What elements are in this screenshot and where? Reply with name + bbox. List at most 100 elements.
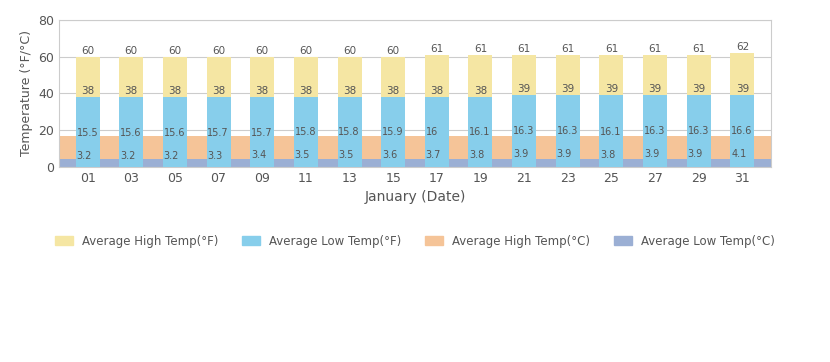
Text: 3.9: 3.9 xyxy=(513,150,528,159)
Text: 60: 60 xyxy=(387,46,400,56)
Bar xyxy=(76,57,100,167)
Text: 61: 61 xyxy=(692,44,705,54)
Text: 38: 38 xyxy=(474,86,487,96)
Bar xyxy=(686,55,710,167)
Text: 60: 60 xyxy=(256,46,269,56)
Text: 61: 61 xyxy=(648,44,662,54)
Bar xyxy=(338,57,362,167)
Text: 61: 61 xyxy=(605,44,618,54)
Bar xyxy=(425,55,449,167)
Text: 38: 38 xyxy=(343,86,356,96)
Bar xyxy=(294,57,318,167)
Bar xyxy=(250,57,274,167)
Bar xyxy=(59,136,771,167)
Bar xyxy=(512,55,536,167)
Text: 3.8: 3.8 xyxy=(600,150,616,160)
Text: 15.9: 15.9 xyxy=(382,127,403,137)
Bar xyxy=(381,57,405,167)
Text: 3.9: 3.9 xyxy=(557,150,572,159)
Text: 38: 38 xyxy=(387,86,400,96)
Bar xyxy=(556,95,580,167)
Text: 61: 61 xyxy=(430,44,443,54)
Text: 15.7: 15.7 xyxy=(251,127,273,138)
Text: 39: 39 xyxy=(561,84,574,94)
Text: 3.5: 3.5 xyxy=(295,150,310,160)
Text: 16.3: 16.3 xyxy=(513,126,535,136)
Bar xyxy=(207,97,231,167)
Text: 15.5: 15.5 xyxy=(76,128,98,138)
Text: 3.8: 3.8 xyxy=(469,150,485,160)
Bar xyxy=(207,57,231,167)
Text: 15.6: 15.6 xyxy=(164,128,185,138)
Bar xyxy=(556,55,580,167)
Text: 16.3: 16.3 xyxy=(687,126,709,136)
Text: 3.2: 3.2 xyxy=(76,151,92,161)
X-axis label: January (Date): January (Date) xyxy=(364,190,466,204)
Bar xyxy=(338,97,362,167)
Text: 60: 60 xyxy=(124,46,138,56)
Text: 38: 38 xyxy=(81,86,95,96)
Bar xyxy=(599,95,623,167)
Text: 15.6: 15.6 xyxy=(120,128,142,138)
Text: 39: 39 xyxy=(517,84,530,94)
Bar xyxy=(730,53,754,167)
Text: 16.1: 16.1 xyxy=(469,127,491,137)
Text: 61: 61 xyxy=(561,44,574,54)
Text: 3.2: 3.2 xyxy=(164,151,179,161)
Y-axis label: Temperature (°F/°C): Temperature (°F/°C) xyxy=(20,30,33,156)
Bar xyxy=(730,95,754,167)
Bar xyxy=(686,95,710,167)
Bar xyxy=(599,55,623,167)
Bar xyxy=(468,97,492,167)
Bar xyxy=(512,95,536,167)
Text: 38: 38 xyxy=(212,86,225,96)
Text: 3.5: 3.5 xyxy=(339,150,354,160)
Text: 60: 60 xyxy=(343,46,356,56)
Bar xyxy=(425,97,449,167)
Text: 38: 38 xyxy=(168,86,182,96)
Bar xyxy=(59,159,771,167)
Text: 16.1: 16.1 xyxy=(600,127,622,137)
Text: 61: 61 xyxy=(517,44,530,54)
Text: 15.8: 15.8 xyxy=(295,127,316,137)
Text: 4.1: 4.1 xyxy=(731,149,746,159)
Text: 38: 38 xyxy=(124,86,138,96)
Text: 3.3: 3.3 xyxy=(208,151,222,160)
Text: 60: 60 xyxy=(168,46,182,56)
Text: 60: 60 xyxy=(300,46,312,56)
Text: 16: 16 xyxy=(426,127,438,137)
Legend: Average High Temp(°F), Average Low Temp(°F), Average High Temp(°C), Average Low : Average High Temp(°F), Average Low Temp(… xyxy=(49,229,781,253)
Text: 38: 38 xyxy=(256,86,269,96)
Bar xyxy=(468,55,492,167)
Bar xyxy=(294,97,318,167)
Text: 39: 39 xyxy=(605,84,618,94)
Bar xyxy=(163,97,187,167)
Text: 16.6: 16.6 xyxy=(731,126,753,136)
Text: 3.2: 3.2 xyxy=(120,151,135,161)
Text: 60: 60 xyxy=(81,46,94,56)
Bar xyxy=(120,97,144,167)
Text: 60: 60 xyxy=(212,46,225,56)
Text: 16.3: 16.3 xyxy=(644,126,666,136)
Text: 3.9: 3.9 xyxy=(687,150,703,159)
Text: 3.9: 3.9 xyxy=(644,150,659,159)
Text: 38: 38 xyxy=(300,86,313,96)
Bar xyxy=(163,57,187,167)
Bar xyxy=(643,55,667,167)
Text: 39: 39 xyxy=(648,84,662,94)
Text: 3.4: 3.4 xyxy=(251,150,266,160)
Bar xyxy=(120,57,144,167)
Text: 39: 39 xyxy=(735,84,749,94)
Text: 15.7: 15.7 xyxy=(208,127,229,138)
Text: 3.6: 3.6 xyxy=(382,150,398,160)
Bar xyxy=(643,95,667,167)
Text: 39: 39 xyxy=(692,84,705,94)
Bar xyxy=(250,97,274,167)
Bar xyxy=(76,97,100,167)
Text: 62: 62 xyxy=(735,42,749,52)
Bar xyxy=(381,97,405,167)
Text: 3.7: 3.7 xyxy=(426,150,441,160)
Text: 38: 38 xyxy=(430,86,443,96)
Text: 15.8: 15.8 xyxy=(339,127,360,137)
Text: 16.3: 16.3 xyxy=(557,126,578,136)
